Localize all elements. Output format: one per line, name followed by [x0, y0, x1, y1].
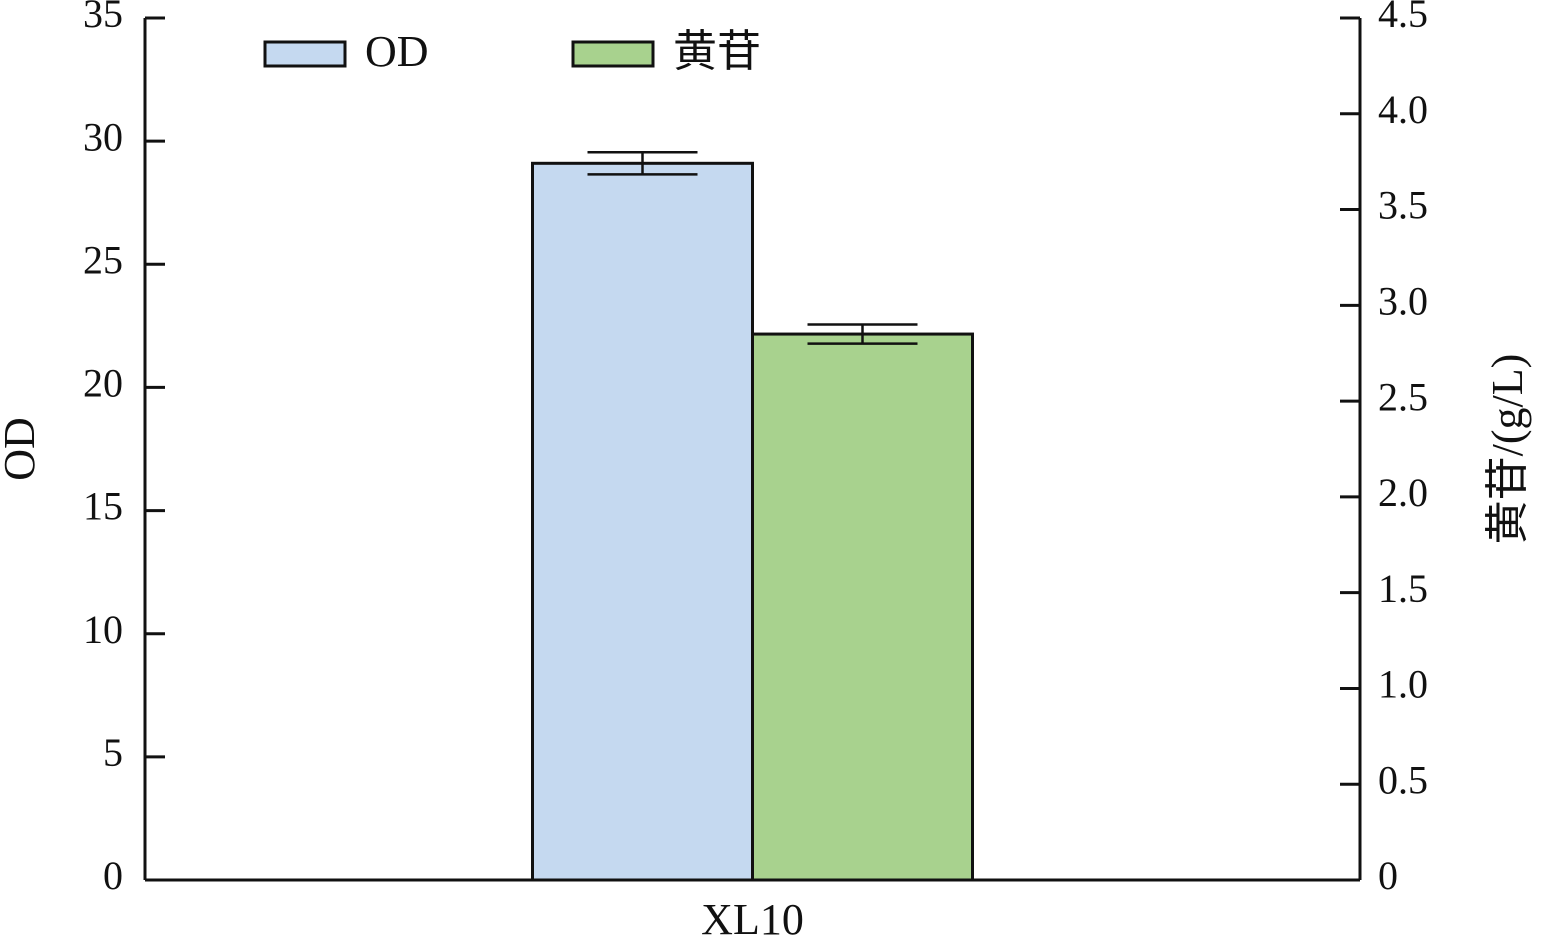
- y-axis-label: OD: [0, 417, 44, 481]
- y-tick-label: 30: [83, 114, 123, 159]
- y-tick-label: 20: [83, 361, 123, 406]
- y-tick-label: 35: [83, 0, 123, 36]
- y2-tick-label: 2.0: [1378, 470, 1428, 515]
- bar: [751, 332, 974, 882]
- y2-tick-label: 3.0: [1378, 279, 1428, 324]
- legend-label: 黄苷: [673, 27, 761, 76]
- legend-label: OD: [365, 27, 429, 76]
- y-tick-label: 0: [103, 853, 123, 898]
- y2-tick-label: 1.0: [1378, 662, 1428, 707]
- y2-tick-label: 4.5: [1378, 0, 1428, 36]
- y2-tick-label: 0: [1378, 853, 1398, 898]
- y-tick-label: 10: [83, 607, 123, 652]
- y2-tick-label: 2.5: [1378, 374, 1428, 419]
- y-tick-label: 5: [103, 730, 123, 775]
- bar: [531, 161, 754, 882]
- legend-swatch: [571, 40, 655, 68]
- y2-axis-label: 黄苷/(g/L): [1483, 354, 1532, 545]
- y2-tick-label: 3.5: [1378, 183, 1428, 228]
- legend-swatch: [263, 40, 347, 68]
- x-tick-label: XL10: [701, 895, 804, 941]
- y2-tick-label: 4.0: [1378, 87, 1428, 132]
- y2-tick-label: 1.5: [1378, 566, 1428, 611]
- y-tick-label: 15: [83, 484, 123, 529]
- y-tick-label: 25: [83, 237, 123, 282]
- y2-tick-label: 0.5: [1378, 757, 1428, 802]
